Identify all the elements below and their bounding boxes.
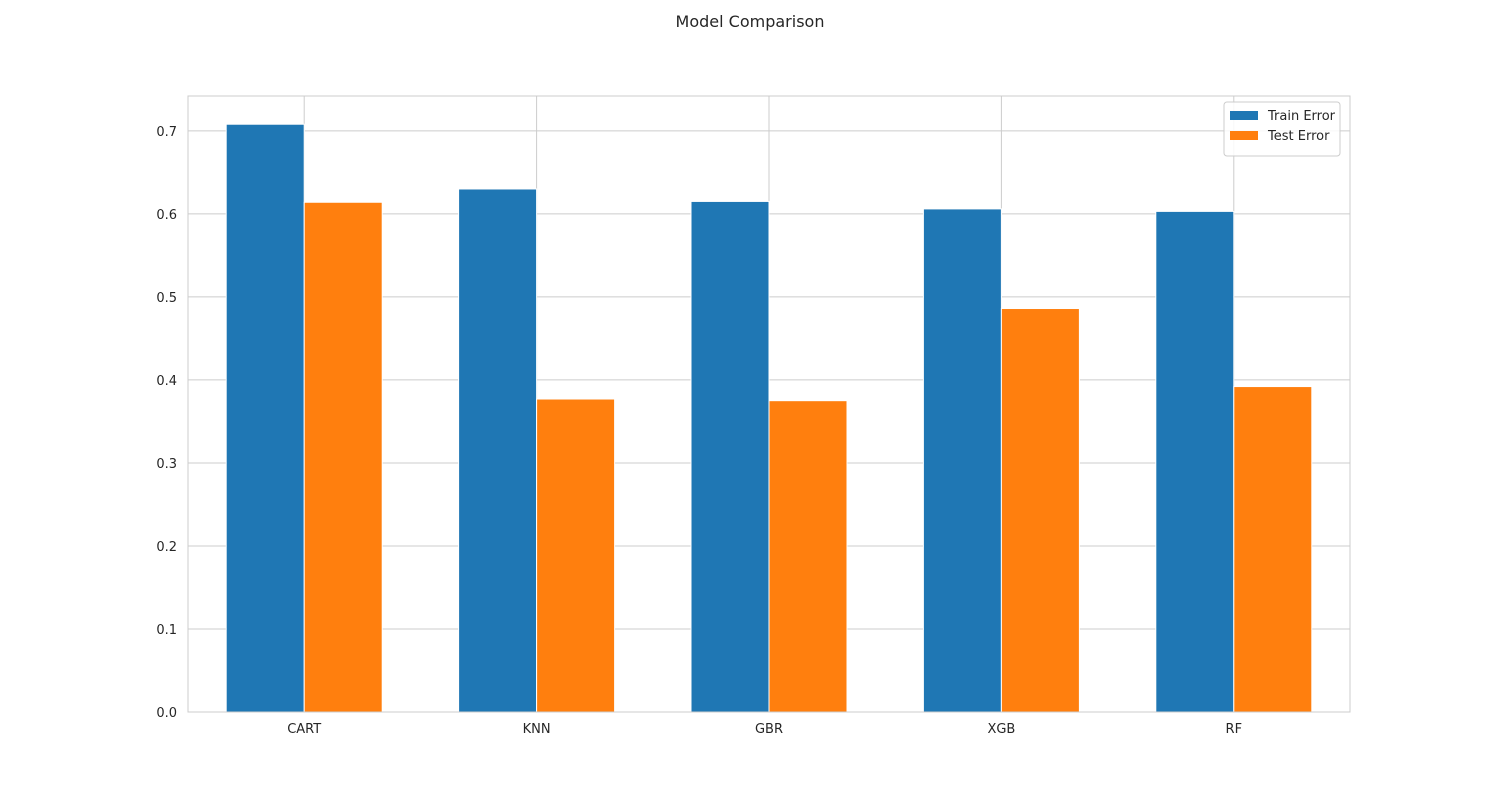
x-tick-label: RF	[1226, 722, 1243, 737]
legend-swatch	[1230, 111, 1258, 120]
x-tick-label: CART	[287, 722, 321, 737]
y-tick-label: 0.6	[156, 208, 177, 223]
bars-layer	[225, 123, 1313, 713]
x-tick-label: XGB	[987, 722, 1015, 737]
y-tick-label: 0.7	[156, 125, 177, 140]
x-axis: CART KNN GBR XGB RF	[287, 722, 1242, 737]
y-tick-label: 0.3	[156, 457, 177, 472]
bar-test-error-rf	[1233, 386, 1313, 713]
bar-train-error-cart	[225, 123, 305, 713]
legend-label: Train Error	[1267, 109, 1336, 124]
y-tick-label: 0.2	[156, 540, 177, 555]
chart-title: Model Comparison	[675, 12, 825, 31]
bar-test-error-cart	[303, 201, 383, 713]
bar-test-error-knn	[536, 398, 616, 713]
bar-train-error-knn	[458, 188, 538, 713]
bar-train-error-gbr	[690, 200, 770, 713]
legend-swatch	[1230, 131, 1258, 140]
bar-train-error-rf	[1155, 210, 1235, 713]
y-tick-label: 0.4	[156, 374, 177, 389]
bar-test-error-xgb	[1000, 308, 1080, 713]
legend-label: Test Error	[1267, 129, 1330, 144]
plot-frame	[187, 95, 1351, 713]
y-tick-label: 0.5	[156, 291, 177, 306]
y-axis: 0.0 0.1 0.2 0.3 0.4 0.5 0.6 0.7	[156, 125, 177, 721]
y-tick-label: 0.0	[156, 706, 177, 721]
y-tick-label: 0.1	[156, 623, 177, 638]
legend: Train Error Test Error	[1223, 101, 1341, 157]
x-tick-label: GBR	[755, 722, 783, 737]
bar-test-error-gbr	[768, 400, 848, 713]
bar-train-error-xgb	[922, 208, 1002, 713]
x-tick-label: KNN	[523, 722, 551, 737]
